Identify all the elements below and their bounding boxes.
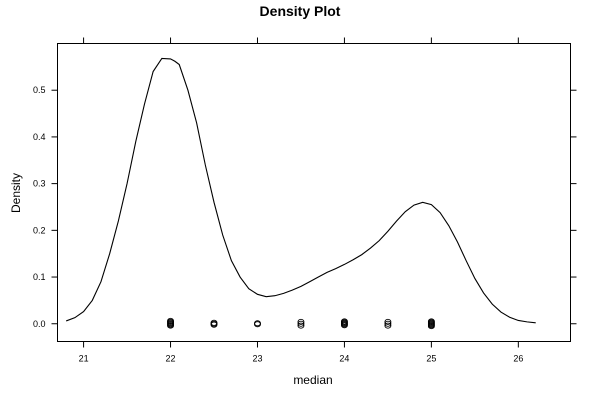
axis-tick-labels: 21 22 23 24 25 26 0.0 0.1 0.2 0.3 0.4 0.5 — [33, 85, 523, 363]
x-tick-label: 24 — [339, 354, 349, 364]
x-tick-label: 23 — [252, 354, 262, 364]
rug-point — [167, 322, 174, 329]
rug-point — [297, 322, 305, 329]
x-axis-label: median — [293, 373, 332, 387]
y-tick-label: 0.1 — [33, 272, 46, 282]
x-tick-label: 21 — [79, 354, 89, 364]
rug-point — [297, 318, 305, 325]
rug-point — [427, 323, 435, 330]
axis-ticks — [51, 37, 577, 348]
rug-point — [254, 321, 261, 328]
density-curve — [65, 57, 536, 324]
rug-point — [384, 320, 392, 327]
rug-point — [340, 322, 348, 329]
rug-point — [297, 320, 305, 327]
x-tick-label: 26 — [513, 354, 523, 364]
y-tick-label: 0.5 — [33, 85, 46, 95]
y-tick-label: 0.0 — [33, 319, 46, 329]
x-tick-label: 25 — [426, 354, 436, 364]
y-tick-label: 0.3 — [33, 179, 46, 189]
y-axis-label: Density — [9, 173, 23, 213]
chart-title: Density Plot — [260, 3, 341, 19]
plot-frame — [57, 43, 571, 342]
y-tick-label: 0.4 — [33, 132, 46, 142]
rug-point — [210, 321, 218, 328]
rug-point — [384, 322, 392, 329]
rug-point — [384, 318, 392, 325]
rug-points — [167, 317, 435, 330]
density-series — [65, 57, 536, 324]
y-tick-label: 0.2 — [33, 225, 46, 235]
x-tick-label: 22 — [166, 354, 176, 364]
